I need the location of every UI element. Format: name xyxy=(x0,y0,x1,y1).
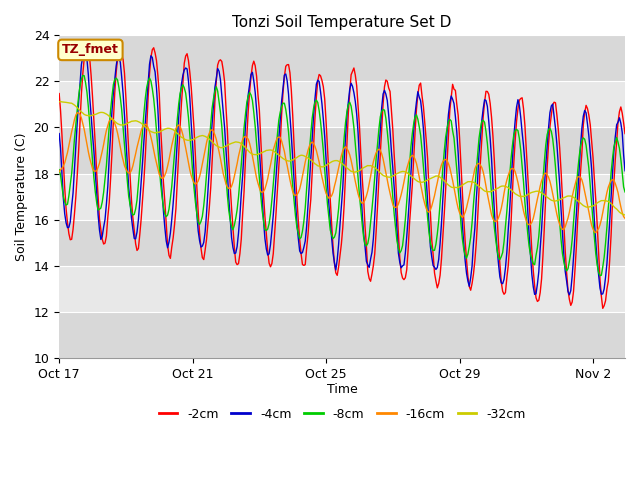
X-axis label: Time: Time xyxy=(326,384,358,396)
Bar xyxy=(59,312,625,358)
Bar xyxy=(59,174,625,219)
Legend: -2cm, -4cm, -8cm, -16cm, -32cm: -2cm, -4cm, -8cm, -16cm, -32cm xyxy=(154,403,531,426)
Bar xyxy=(59,265,625,312)
Y-axis label: Soil Temperature (C): Soil Temperature (C) xyxy=(15,132,28,261)
Bar xyxy=(59,36,625,82)
Bar xyxy=(59,128,625,174)
Text: TZ_fmet: TZ_fmet xyxy=(62,43,119,56)
Title: Tonzi Soil Temperature Set D: Tonzi Soil Temperature Set D xyxy=(232,15,452,30)
Bar xyxy=(59,219,625,265)
Bar xyxy=(59,82,625,128)
